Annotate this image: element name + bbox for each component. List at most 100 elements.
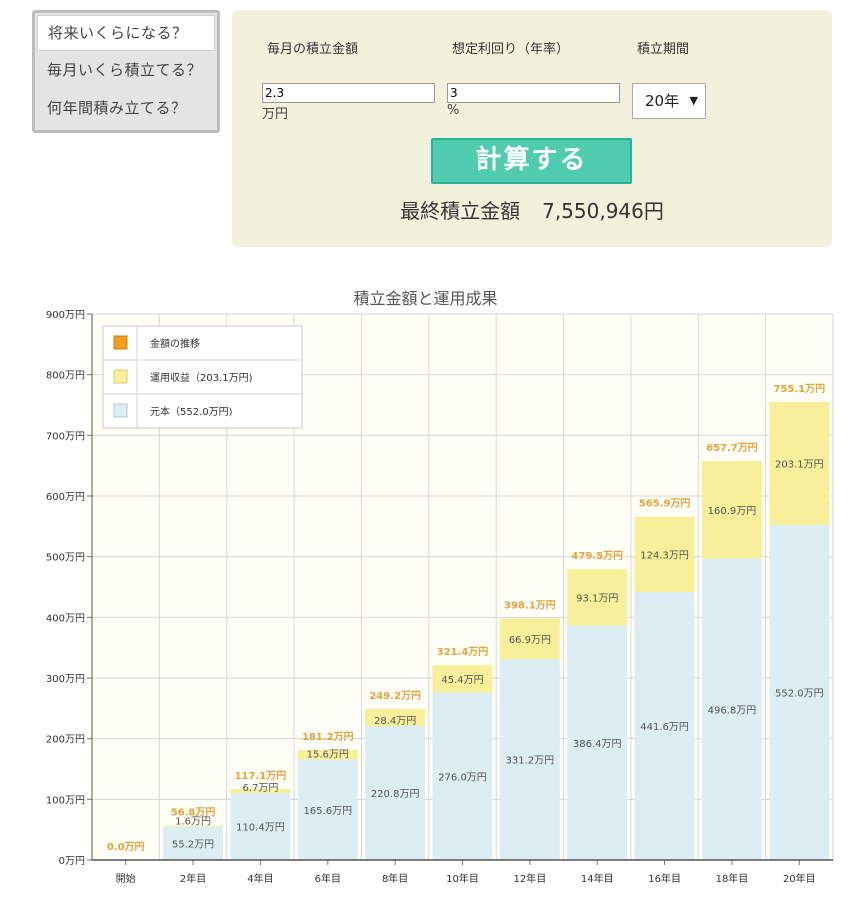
bar-gain xyxy=(297,750,358,760)
principal-label: 220.8万円 xyxy=(371,789,420,800)
legend-label: 元本（552.0万円) xyxy=(150,405,233,418)
period-label: 積立期間 xyxy=(637,42,690,57)
result-label: 最終積立金額 xyxy=(400,199,521,223)
x-tick-label: 2年目 xyxy=(180,872,206,885)
gain-label: 93.1万円 xyxy=(576,593,618,604)
gain-label: 1.6万円 xyxy=(175,817,211,828)
total-label: 56.8万円 xyxy=(171,807,216,819)
x-tick-label: 6年目 xyxy=(315,872,341,885)
bar-principal xyxy=(567,625,628,860)
legend-label: 運用収益（203.1万円) xyxy=(150,371,253,384)
legend-label: 金額の推移 xyxy=(150,337,200,350)
result-row: 最終積立金額 7,550,946円 xyxy=(232,195,832,224)
gain-label: 28.4万円 xyxy=(374,716,416,727)
gain-label: 6.7万円 xyxy=(242,783,278,794)
total-label: 657.7万円 xyxy=(706,442,758,454)
y-tick-label: 200万円 xyxy=(46,735,85,746)
bar-gain xyxy=(634,516,695,593)
y-tick-label: 800万円 xyxy=(46,371,85,382)
x-tick-label: 20年目 xyxy=(783,872,816,885)
gain-label: 15.6万円 xyxy=(307,750,349,761)
monthly-unit: 万円 xyxy=(262,107,289,122)
chart-title: 積立金額と運用成果 xyxy=(353,289,498,308)
legend-swatch xyxy=(113,403,128,418)
calculate-button[interactable]: 計算する xyxy=(431,138,632,184)
y-tick-label: 0万円 xyxy=(59,856,85,867)
x-tick-label: 10年目 xyxy=(446,872,479,885)
y-tick-label: 300万円 xyxy=(46,674,85,685)
legend-swatch xyxy=(113,335,128,350)
bar-principal xyxy=(634,592,695,860)
gain-label: 124.3万円 xyxy=(640,550,689,561)
gain-label: 66.9万円 xyxy=(509,635,551,646)
y-tick-label: 500万円 xyxy=(46,553,85,564)
bar-principal xyxy=(769,525,830,860)
total-label: 398.1万円 xyxy=(504,599,556,611)
mode-tabs: 将来いくらになる？ 毎月いくら積立てる？ 何年間積み立てる？ xyxy=(32,10,220,133)
result-value: 7,550,946円 xyxy=(542,199,664,223)
principal-label: 386.4万円 xyxy=(573,739,622,750)
principal-label: 165.6万円 xyxy=(303,806,352,817)
monthly-amount-input[interactable] xyxy=(262,83,435,103)
bar-principal xyxy=(297,759,358,860)
principal-label: 55.2万円 xyxy=(172,839,214,850)
gain-label: 45.4万円 xyxy=(441,675,483,686)
dropdown-arrow-icon: ▼ xyxy=(689,94,698,107)
principal-label: 276.0万円 xyxy=(438,772,487,783)
total-label: 249.2万円 xyxy=(369,690,421,702)
x-tick-label: 8年目 xyxy=(382,872,408,885)
total-label: 479.5万円 xyxy=(571,550,623,562)
principal-label: 552.0万円 xyxy=(775,689,824,700)
bar-gain xyxy=(365,708,426,727)
principal-label: 110.4万円 xyxy=(236,823,285,834)
bar-principal xyxy=(230,793,291,860)
y-tick-label: 900万円 xyxy=(46,310,85,321)
principal-label: 441.6万円 xyxy=(640,722,689,733)
bar-principal xyxy=(163,826,224,860)
total-label: 181.2万円 xyxy=(302,731,354,743)
total-label: 755.1万円 xyxy=(773,383,825,395)
bar-gain xyxy=(230,788,291,794)
bar-principal xyxy=(365,726,426,860)
principal-label: 496.8万円 xyxy=(708,705,757,716)
rate-input[interactable] xyxy=(447,83,620,103)
x-tick-label: 開始 xyxy=(116,872,136,885)
period-select-value: 20年 xyxy=(645,92,680,110)
principal-label: 331.2万円 xyxy=(506,756,555,767)
bar-gain xyxy=(701,460,762,559)
x-tick-label: 12年目 xyxy=(513,872,546,885)
legend-swatch xyxy=(113,369,128,384)
y-tick-label: 100万円 xyxy=(46,795,85,806)
bar-principal xyxy=(701,558,762,860)
rate-label: 想定利回り（年率） xyxy=(452,42,570,57)
total-label: 0.0万円 xyxy=(107,841,145,853)
legend-box xyxy=(102,325,303,429)
total-label: 565.9万円 xyxy=(639,498,691,510)
y-tick-label: 400万円 xyxy=(46,613,85,624)
rate-unit: % xyxy=(447,103,460,118)
x-tick-label: 4年目 xyxy=(247,872,273,885)
bar-gain xyxy=(769,401,830,526)
tab-years[interactable]: 何年間積み立てる？ xyxy=(47,99,187,117)
calculator-panel: 毎月の積立金額 想定利回り（年率） 積立期間 万円 % 20年 ▼ 計算する 最… xyxy=(232,10,832,247)
y-tick-label: 600万円 xyxy=(46,492,85,503)
bar-gain xyxy=(163,825,224,827)
x-tick-label: 14年目 xyxy=(581,872,614,885)
bar-principal xyxy=(432,692,493,860)
x-tick-label: 16年目 xyxy=(648,872,681,885)
monthly-amount-label: 毎月の積立金額 xyxy=(267,42,359,57)
bar-gain xyxy=(432,665,493,693)
total-label: 117.1万円 xyxy=(235,770,287,782)
bar-principal xyxy=(499,659,560,860)
y-tick-label: 700万円 xyxy=(46,431,85,442)
total-label: 321.4万円 xyxy=(437,646,489,658)
bar-gain xyxy=(499,618,560,660)
gain-label: 160.9万円 xyxy=(708,506,757,517)
tab-monthly-amount[interactable]: 毎月いくら積立てる？ xyxy=(47,61,203,79)
period-select[interactable]: 20年 ▼ xyxy=(632,83,706,119)
tab-future-value[interactable]: 将来いくらになる？ xyxy=(37,15,215,51)
gain-label: 203.1万円 xyxy=(775,460,824,471)
bar-gain xyxy=(567,569,628,626)
x-tick-label: 18年目 xyxy=(716,872,749,885)
